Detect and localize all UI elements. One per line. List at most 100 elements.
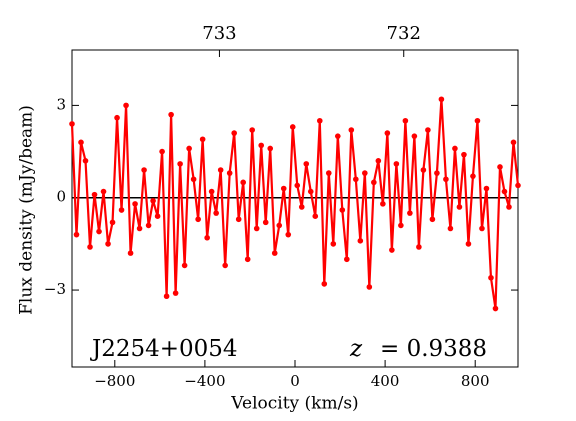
data-point bbox=[303, 161, 310, 167]
data-point bbox=[105, 241, 111, 247]
data-point bbox=[91, 191, 98, 198]
data-point bbox=[226, 170, 233, 176]
data-point bbox=[362, 170, 368, 176]
data-point bbox=[69, 121, 75, 127]
data-point bbox=[416, 244, 422, 250]
data-point bbox=[289, 124, 296, 130]
data-point bbox=[145, 222, 152, 229]
data-point bbox=[492, 305, 499, 312]
data-point bbox=[132, 201, 138, 207]
data-point bbox=[73, 231, 80, 238]
data-point bbox=[294, 182, 301, 189]
data-point bbox=[443, 176, 449, 183]
data-point bbox=[344, 256, 350, 263]
data-point bbox=[456, 204, 463, 210]
data-point bbox=[506, 204, 512, 210]
data-point bbox=[380, 201, 386, 207]
data-point bbox=[127, 250, 134, 256]
data-point bbox=[267, 145, 274, 152]
data-point bbox=[515, 182, 521, 189]
data-point bbox=[240, 179, 246, 186]
data-point bbox=[411, 133, 418, 139]
data-point bbox=[154, 213, 161, 219]
data-point bbox=[510, 139, 517, 146]
data-point bbox=[371, 179, 377, 186]
data-point bbox=[384, 130, 391, 136]
data-point bbox=[425, 127, 431, 133]
data-point bbox=[177, 161, 183, 167]
data-point bbox=[429, 216, 436, 223]
y-tick-label: 0 bbox=[56, 188, 66, 206]
data-point bbox=[123, 102, 129, 109]
x2-tick-label: 733 bbox=[202, 23, 236, 44]
z-label: z bbox=[349, 336, 363, 362]
data-point bbox=[465, 241, 472, 247]
data-point bbox=[217, 167, 224, 173]
y-axis-label: Flux density (mJy/beam) bbox=[17, 105, 37, 315]
data-point bbox=[497, 164, 503, 170]
data-point bbox=[190, 176, 197, 183]
data-point bbox=[366, 284, 373, 290]
data-point bbox=[114, 114, 120, 121]
data-point bbox=[253, 225, 260, 232]
x2-tick-label: 732 bbox=[387, 23, 421, 44]
data-point bbox=[398, 222, 404, 229]
data-point bbox=[298, 204, 305, 210]
data-point bbox=[434, 170, 440, 176]
data-point bbox=[159, 148, 165, 155]
data-point bbox=[483, 185, 490, 192]
data-point bbox=[100, 188, 107, 195]
data-point bbox=[271, 250, 278, 256]
data-point bbox=[479, 225, 485, 232]
x-tick-label: 0 bbox=[290, 372, 300, 390]
data-point bbox=[375, 157, 382, 164]
data-point bbox=[488, 274, 494, 281]
data-point bbox=[339, 207, 346, 213]
data-point bbox=[231, 130, 237, 136]
data-point bbox=[186, 145, 192, 152]
data-point bbox=[244, 256, 251, 263]
data-point bbox=[109, 219, 116, 226]
x-tick-label: 800 bbox=[461, 372, 490, 390]
data-point bbox=[78, 139, 84, 146]
data-point bbox=[389, 247, 395, 253]
data-point bbox=[447, 225, 454, 232]
data-point bbox=[348, 127, 355, 133]
data-point bbox=[96, 228, 102, 235]
data-point bbox=[87, 244, 93, 250]
data-point bbox=[258, 142, 265, 149]
data-point bbox=[407, 210, 413, 216]
data-point bbox=[136, 225, 143, 232]
data-point bbox=[357, 238, 364, 244]
data-point bbox=[249, 127, 256, 133]
data-point bbox=[312, 213, 319, 219]
data-point bbox=[474, 117, 481, 124]
data-point bbox=[438, 96, 445, 103]
x-tick-label: −400 bbox=[184, 372, 225, 390]
data-point bbox=[307, 188, 314, 195]
data-point bbox=[470, 173, 476, 179]
data-point bbox=[501, 188, 508, 195]
data-point bbox=[393, 161, 400, 167]
data-point bbox=[402, 117, 409, 124]
data-point bbox=[222, 262, 228, 269]
data-point bbox=[204, 234, 210, 241]
data-point bbox=[163, 293, 170, 300]
y-tick-label: −3 bbox=[44, 280, 66, 298]
data-point bbox=[321, 281, 328, 287]
data-point bbox=[141, 167, 147, 173]
data-point bbox=[172, 290, 179, 296]
data-point bbox=[325, 170, 332, 176]
data-point bbox=[262, 219, 269, 226]
data-point bbox=[118, 207, 125, 213]
x-tick-label: −800 bbox=[94, 372, 135, 390]
data-point bbox=[150, 198, 156, 204]
data-point bbox=[208, 188, 215, 195]
x-tick-label: 400 bbox=[371, 372, 400, 390]
data-point bbox=[316, 117, 323, 124]
data-point bbox=[235, 216, 242, 223]
data-point bbox=[195, 216, 201, 223]
data-point bbox=[213, 210, 219, 216]
data-point bbox=[461, 151, 467, 158]
